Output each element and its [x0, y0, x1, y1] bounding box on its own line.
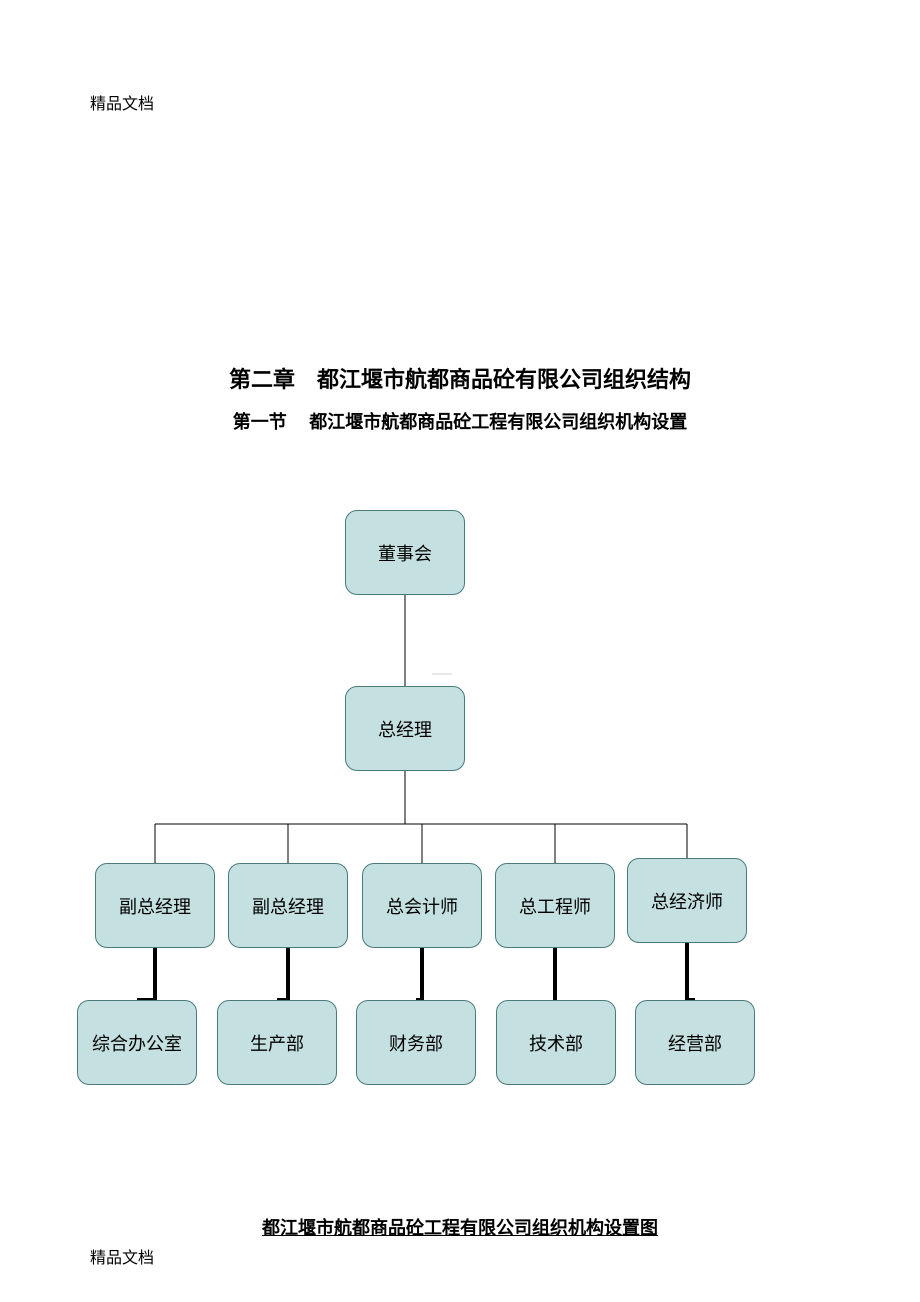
node-cecon: 总经济师	[627, 858, 747, 943]
header-text: 精品文档	[90, 90, 154, 114]
caption: 都江堰市航都商品砼工程有限公司组织机构设置图	[0, 1214, 920, 1240]
node-fin: 财务部	[356, 1000, 476, 1085]
node-office: 综合办公室	[77, 1000, 197, 1085]
section-title: 第一节 都江堰市航都商品砼工程有限公司组织机构设置	[0, 408, 920, 434]
node-ca: 总会计师	[362, 863, 482, 948]
node-tech: 技术部	[496, 1000, 616, 1085]
footer-text: 精品文档	[90, 1244, 154, 1268]
node-dgm1: 副总经理	[95, 863, 215, 948]
node-board: 董事会	[345, 510, 465, 595]
node-dgm2: 副总经理	[228, 863, 348, 948]
chapter-title: 第二章 都江堰市航都商品砼有限公司组织结构	[0, 362, 920, 394]
node-prod: 生产部	[217, 1000, 337, 1085]
node-gm: 总经理	[345, 686, 465, 771]
node-ce: 总工程师	[495, 863, 615, 948]
node-ops: 经营部	[635, 1000, 755, 1085]
org-chart: 董事会 总经理 副总经理 副总经理 总会计师 总工程师 总经济师 综合办公室 生…	[0, 510, 920, 1150]
